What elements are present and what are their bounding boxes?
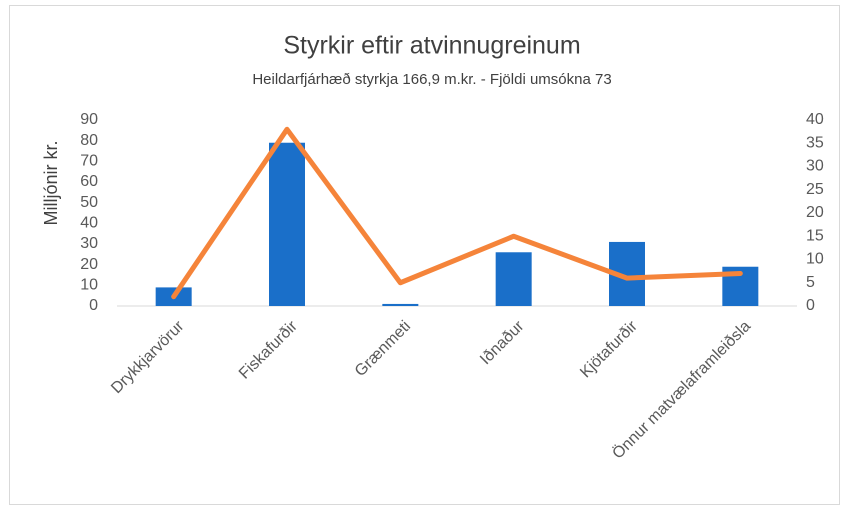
y2-tick-label: 25 — [806, 181, 824, 198]
y2-tick-label: 20 — [806, 204, 824, 221]
y2-tick-label: 30 — [806, 158, 824, 175]
bar — [495, 252, 532, 306]
y-tick-label: 10 — [80, 277, 98, 294]
y2-tick-label: 10 — [806, 251, 824, 268]
y2-tick-label: 15 — [806, 227, 824, 244]
y2-tick-label: 35 — [806, 134, 824, 151]
y2-tick-label: 0 — [806, 297, 815, 314]
line-series — [171, 126, 743, 300]
y-tick-label: 0 — [89, 297, 98, 314]
y-tick-label: 90 — [80, 111, 98, 128]
y-tick-label: 20 — [80, 256, 98, 273]
y2-tick-label: 5 — [806, 274, 815, 291]
bar — [382, 303, 419, 306]
y-axis-label: Milljónir kr. — [41, 140, 61, 225]
y-tick-label: 40 — [80, 215, 98, 232]
y2-tick-label: 40 — [806, 111, 824, 128]
chart-title: Styrkir eftir atvinnugreinum — [283, 32, 580, 60]
chart-subtitle: Heildarfjárhæð styrkja 166,9 m.kr. - Fjö… — [252, 71, 611, 88]
y-tick-label: 70 — [80, 153, 98, 170]
bar — [269, 142, 305, 306]
y-tick-label: 60 — [80, 173, 98, 190]
y-tick-label: 80 — [80, 132, 98, 149]
y-tick-label: 50 — [80, 194, 98, 211]
chart-frame — [9, 5, 840, 505]
y-tick-label: 30 — [80, 235, 98, 252]
